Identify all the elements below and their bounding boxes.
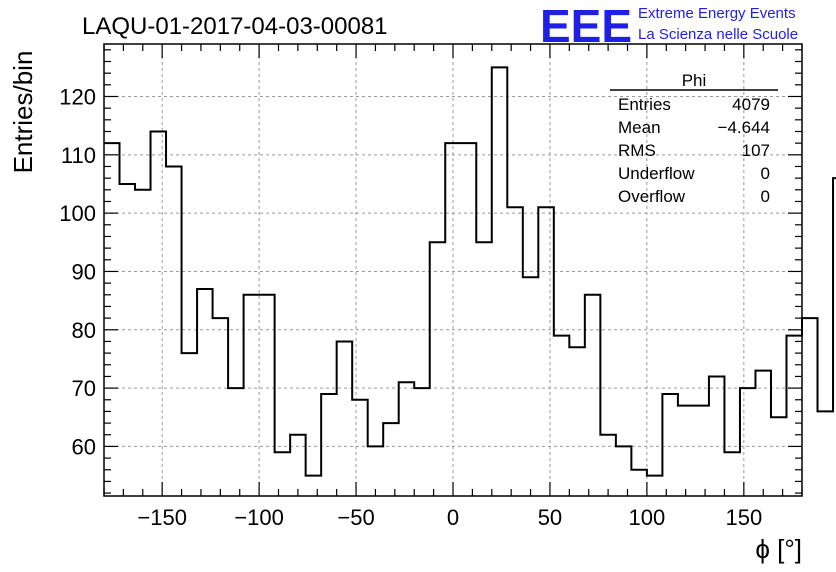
histogram-bin (507, 207, 523, 496)
histogram-bin (631, 470, 647, 496)
histogram-bin (724, 452, 740, 496)
histogram-bin (678, 406, 694, 496)
histogram-bin (461, 143, 477, 496)
histogram-bars (104, 66, 836, 496)
histogram-bin (259, 295, 275, 496)
histogram-bin (476, 242, 492, 496)
histogram-bin (151, 131, 167, 496)
histogram-bin (104, 143, 120, 496)
y-tick-label: 80 (72, 318, 96, 343)
stats-label-underflow: Underflow (618, 164, 695, 183)
histogram-bin (616, 446, 632, 496)
grid-lines (104, 44, 802, 496)
x-tick-labels: −150 −100 −50 0 50 100 150 (137, 505, 762, 530)
y-tick-label: 110 (61, 143, 96, 168)
histogram-bin (771, 417, 787, 496)
histogram-bin (600, 435, 616, 496)
histogram-bin (538, 207, 554, 496)
histogram-bin (430, 242, 446, 496)
histogram-bin (554, 336, 570, 496)
x-tick-label: −150 (137, 505, 187, 530)
histogram-outline (104, 66, 836, 477)
stats-box-title: Phi (682, 71, 707, 90)
chart-title: LAQU-01-2017-04-03-00081 (82, 13, 388, 40)
stats-label-entries: Entries (618, 95, 671, 114)
stats-value-rms: 107 (742, 141, 770, 160)
histogram-bin (740, 388, 756, 496)
y-tick-label: 90 (72, 259, 96, 284)
histogram-bin (709, 376, 725, 496)
histogram-bin (321, 394, 337, 496)
stats-value-underflow: 0 (761, 164, 770, 183)
histogram-bin (244, 295, 260, 496)
histogram-bin (647, 476, 663, 496)
stats-label-overflow: Overflow (618, 187, 686, 206)
histogram-bin (445, 143, 461, 496)
x-tick-label: −100 (234, 505, 284, 530)
y-tick-label: 70 (72, 376, 96, 401)
logo-line-2: La Scienza nelle Scuole (638, 26, 798, 43)
histogram-bin (755, 371, 771, 496)
y-tick-label: 100 (59, 201, 96, 226)
histogram-bin (166, 166, 182, 496)
histogram-bin (569, 347, 585, 496)
histogram-bin (414, 388, 430, 496)
x-tick-label: −50 (337, 505, 374, 530)
x-tick-label: 100 (629, 505, 666, 530)
histogram-bin (399, 382, 415, 496)
histogram-bin (135, 190, 151, 496)
stats-label-rms: RMS (618, 141, 656, 160)
histogram-bin (275, 452, 291, 496)
histogram-bin (213, 318, 229, 496)
histogram-bin (290, 435, 306, 496)
histogram-bin (523, 277, 539, 496)
histogram-bin (352, 400, 368, 496)
stats-label-mean: Mean (618, 118, 661, 137)
histogram-bin (182, 353, 198, 496)
histogram-bin (306, 476, 322, 496)
x-tick-label: 50 (538, 505, 562, 530)
logo-line-1: Extreme Energy Events (638, 5, 796, 22)
histogram-bin (818, 411, 834, 496)
axis-ticks (103, 44, 803, 496)
x-tick-label: 0 (447, 505, 459, 530)
histogram-bin (197, 289, 213, 496)
y-tick-labels: 60 70 80 90 100 110 120 (59, 84, 96, 459)
y-axis-label: Entries/bin (8, 51, 38, 174)
histogram-bin (492, 67, 508, 496)
histogram-bin (120, 184, 136, 496)
stats-value-mean: −4.644 (718, 118, 770, 137)
histogram-bin (383, 423, 399, 496)
stats-value-overflow: 0 (761, 187, 770, 206)
histogram-bin (337, 341, 353, 496)
y-tick-label: 120 (59, 84, 96, 109)
y-tick-label: 60 (72, 434, 96, 459)
stats-box: Phi Entries 4079 Mean −4.644 RMS 107 Und… (610, 71, 778, 206)
histogram-bin (228, 388, 244, 496)
histogram-bin (693, 406, 709, 496)
x-axis-label: ϕ [°] (755, 534, 802, 564)
histogram-bin (368, 446, 384, 496)
histogram-bin (662, 394, 678, 496)
x-tick-label: 150 (725, 505, 762, 530)
histogram-bin (585, 295, 601, 496)
histogram-bin (786, 336, 802, 496)
stats-value-entries: 4079 (732, 95, 770, 114)
histogram-bin (802, 318, 818, 496)
